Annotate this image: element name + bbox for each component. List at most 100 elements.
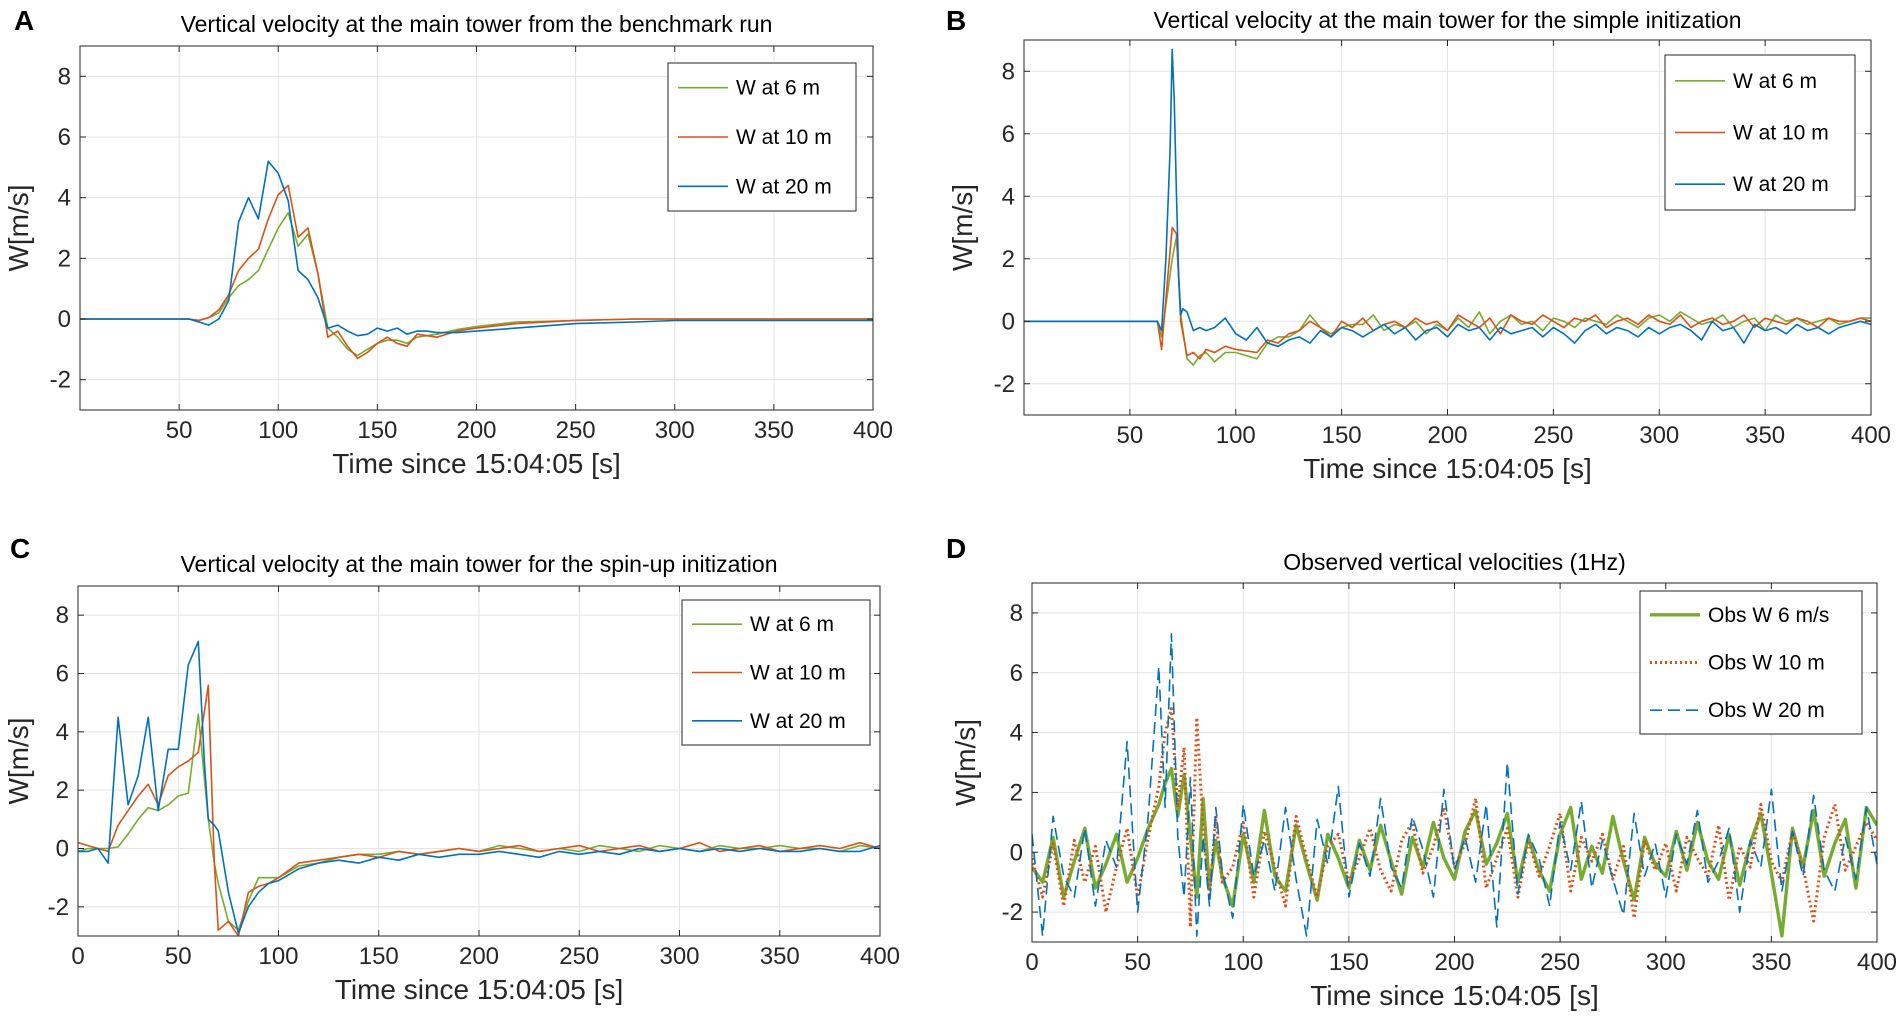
y-tick-label: 8 <box>1002 58 1015 85</box>
legend-label-0: W at 6 m <box>1733 70 1817 93</box>
legend-label-2: W at 20 m <box>750 710 846 733</box>
x-tick-label: 350 <box>760 943 800 970</box>
y-tick-label: 0 <box>58 306 71 333</box>
y-tick-label: 8 <box>1010 600 1023 627</box>
x-tick-label: 50 <box>166 417 193 444</box>
x-axis-label: Time since 15:04:05 [s] <box>332 448 620 479</box>
x-tick-label: 200 <box>456 417 496 444</box>
panel-a: A Vertical velocity at the main tower fro… <box>3 5 893 479</box>
series-line-0 <box>78 713 880 932</box>
y-tick-label: 6 <box>1002 121 1015 148</box>
y-tick-label: 8 <box>58 63 71 90</box>
series-line-2 <box>1032 633 1877 937</box>
y-tick-label: 0 <box>1002 308 1015 335</box>
x-tick-label: 200 <box>1427 422 1467 449</box>
x-tick-label: 150 <box>357 417 397 444</box>
x-tick-label: 0 <box>71 943 84 970</box>
legend-label-0: W at 6 m <box>750 613 834 636</box>
x-tick-label: 50 <box>165 943 192 970</box>
chart-title: Vertical velocity at the main tower for … <box>180 551 777 577</box>
x-tick-label: 200 <box>459 943 499 970</box>
y-tick-label: 6 <box>56 661 69 688</box>
x-axis-label: Time since 15:04:05 [s] <box>1303 453 1591 484</box>
x-axis-label: Time since 15:04:05 [s] <box>1310 980 1598 1011</box>
y-tick-label: 4 <box>1010 720 1023 747</box>
y-axis-label: W[m/s] <box>947 184 978 271</box>
y-tick-label: 2 <box>56 777 69 804</box>
y-tick-label: 8 <box>56 602 69 629</box>
series-line-2 <box>78 640 880 934</box>
panel-c: C Vertical velocity at the main tower for… <box>3 533 900 1005</box>
legend-label-1: W at 10 m <box>1733 122 1829 145</box>
series-group <box>1032 633 1877 938</box>
series-line-1 <box>80 184 873 360</box>
legend: Obs W 6 m/s Obs W 10 m Obs W 20 m <box>1639 590 1863 735</box>
panel-letter: B <box>946 5 966 36</box>
x-tick-label: 300 <box>659 943 699 970</box>
x-tick-label: 250 <box>556 417 596 444</box>
x-tick-label: 0 <box>1025 949 1038 976</box>
panel-letter: D <box>946 533 966 564</box>
y-tick-label: 4 <box>1002 183 1015 210</box>
panel-letter: C <box>10 533 30 564</box>
legend: W at 6 m W at 10 m W at 20 m <box>667 62 857 212</box>
series-group <box>78 640 880 936</box>
y-tick-label: -2 <box>1002 899 1023 926</box>
x-tick-label: 50 <box>1124 949 1151 976</box>
legend-label-2: W at 20 m <box>736 175 832 198</box>
x-tick-label: 350 <box>1751 949 1791 976</box>
x-tick-label: 300 <box>1646 949 1686 976</box>
legend: W at 6 m W at 10 m W at 20 m <box>1664 54 1856 211</box>
series-line-2 <box>1024 48 1871 348</box>
x-axis-label: Time since 15:04:05 [s] <box>335 974 623 1005</box>
x-tick-label: 250 <box>559 943 599 970</box>
y-tick-label: 2 <box>1002 246 1015 273</box>
y-axis-label: W[m/s] <box>3 184 34 271</box>
y-tick-label: 2 <box>58 245 71 272</box>
legend-label-0: W at 6 m <box>736 77 820 100</box>
x-tick-label: 300 <box>655 417 695 444</box>
y-axis-label: W[m/s] <box>3 717 34 804</box>
panel-letter: A <box>14 5 34 36</box>
chart-title: Vertical velocity at the main tower from… <box>181 11 773 37</box>
series-line-1 <box>1024 226 1871 360</box>
series-line-0 <box>80 212 873 357</box>
x-tick-label: 400 <box>1857 949 1897 976</box>
series-line-1 <box>78 684 880 936</box>
y-tick-label: 4 <box>56 719 69 746</box>
y-tick-label: 6 <box>1010 660 1023 687</box>
x-tick-label: 100 <box>1216 422 1256 449</box>
x-tick-label: 150 <box>1329 949 1369 976</box>
y-tick-label: 2 <box>1010 779 1023 806</box>
x-tick-label: 400 <box>853 417 893 444</box>
legend-label-2: Obs W 20 m <box>1708 699 1825 722</box>
y-tick-label: -2 <box>50 367 71 394</box>
y-tick-label: 0 <box>56 836 69 863</box>
x-tick-label: 150 <box>359 943 399 970</box>
series-line-0 <box>1032 766 1877 938</box>
x-tick-label: 100 <box>1223 949 1263 976</box>
chart-title: Observed vertical velocities (1Hz) <box>1283 549 1626 575</box>
y-tick-label: 0 <box>1010 839 1023 866</box>
series-line-1 <box>1032 707 1877 929</box>
panel-d: D Observed vertical velocities (1Hz) 0 50 10… <box>946 533 1897 1011</box>
legend: W at 6 m W at 10 m W at 20 m <box>681 599 871 746</box>
chart-title: Vertical velocity at the main tower for … <box>1153 7 1741 33</box>
legend-label-1: W at 10 m <box>750 662 846 685</box>
legend-label-0: Obs W 6 m/s <box>1708 604 1829 627</box>
x-tick-label: 100 <box>258 417 298 444</box>
y-tick-label: 6 <box>58 124 71 151</box>
y-tick-label: 4 <box>58 185 71 212</box>
y-tick-label: -2 <box>994 371 1015 398</box>
panel-b: B Vertical velocity at the main tower for… <box>946 5 1891 484</box>
legend-label-2: W at 20 m <box>1733 173 1829 196</box>
x-tick-label: 350 <box>754 417 794 444</box>
y-axis-label: W[m/s] <box>950 719 981 806</box>
x-tick-label: 200 <box>1434 949 1474 976</box>
legend-label-1: Obs W 10 m <box>1708 652 1825 675</box>
x-tick-label: 150 <box>1322 422 1362 449</box>
x-tick-label: 250 <box>1540 949 1580 976</box>
series-line-2 <box>80 160 873 337</box>
x-tick-label: 250 <box>1533 422 1573 449</box>
